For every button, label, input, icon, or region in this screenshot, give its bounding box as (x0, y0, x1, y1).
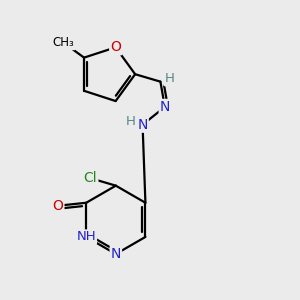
Text: N: N (111, 247, 121, 261)
Text: NH: NH (76, 230, 96, 243)
Text: N: N (160, 100, 170, 114)
Text: O: O (110, 40, 121, 54)
Text: H: H (164, 72, 174, 85)
Text: Cl: Cl (84, 171, 98, 185)
Text: N: N (137, 118, 148, 132)
Text: H: H (126, 115, 136, 128)
Text: CH₃: CH₃ (53, 36, 74, 49)
Text: O: O (52, 199, 63, 213)
